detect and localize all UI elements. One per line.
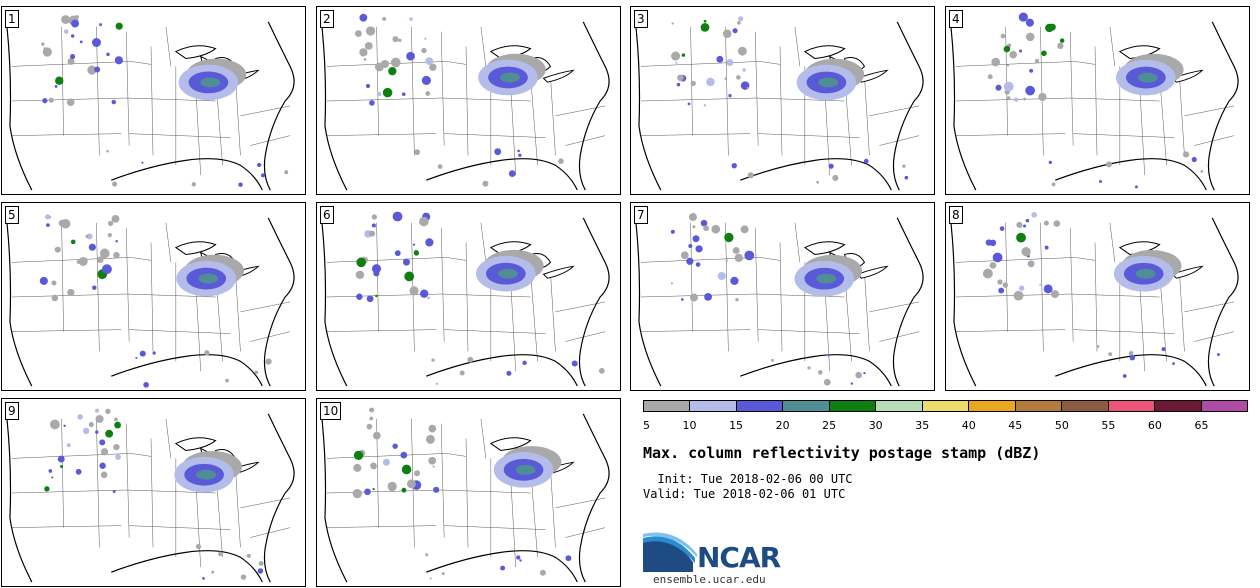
- colorbar-tick-label: 60: [1147, 419, 1162, 432]
- colorbar-segment: [922, 401, 970, 411]
- reflectivity-map: [950, 212, 1239, 387]
- member-panel: 10: [316, 398, 621, 587]
- member-label: 10: [320, 402, 342, 420]
- member-label: 7: [634, 206, 648, 224]
- reflectivity-map: [6, 408, 295, 583]
- member-panel: 6: [316, 202, 621, 391]
- reflectivity-map: [6, 214, 295, 388]
- member-label: 2: [320, 10, 334, 28]
- member-label: 6: [320, 206, 334, 224]
- ncar-logo-icon: [643, 532, 697, 572]
- reflectivity-map: [635, 16, 924, 191]
- member-label: 4: [949, 10, 963, 28]
- colorbar-segment: [783, 401, 830, 411]
- colorbar-tick-label: 30: [868, 419, 883, 432]
- member-label: 9: [5, 402, 19, 420]
- colorbar-tick-label: 40: [961, 419, 976, 432]
- reflectivity-map: [950, 12, 1239, 191]
- member-label: 5: [5, 206, 19, 224]
- member-panel: 7: [630, 202, 935, 391]
- colorbar-segment: [736, 401, 784, 411]
- page-title: Max. column reflectivity postage stamp (…: [643, 444, 1041, 462]
- init-time: Init: Tue 2018-02-06 00 UTC: [643, 472, 853, 486]
- colorbar-segment: [1108, 401, 1156, 411]
- site-url: ensemble.ucar.edu: [653, 573, 766, 586]
- colorbar-tick-label: 10: [682, 419, 697, 432]
- member-panel: 4: [945, 6, 1250, 195]
- colorbar-tick-label: 25: [822, 419, 837, 432]
- time-info: Init: Tue 2018-02-06 00 UTC Valid: Tue 2…: [643, 472, 853, 502]
- colorbar-segment: [1201, 401, 1248, 411]
- reflectivity-map: [6, 15, 295, 191]
- colorbar-segment: [690, 401, 737, 411]
- member-label: 1: [5, 10, 19, 28]
- colorbar-segment: [829, 401, 877, 411]
- colorbar-segment: [1015, 401, 1063, 411]
- ncar-wordmark: NCAR: [697, 541, 781, 574]
- reflectivity-map: [635, 213, 924, 387]
- colorbar-tick-label: 5: [643, 419, 650, 432]
- member-panel: 5: [1, 202, 306, 391]
- reflectivity-map: [321, 407, 610, 583]
- colorbar-segment: [969, 401, 1016, 411]
- colorbar-segment: [1155, 401, 1202, 411]
- colorbar-tick-label: 45: [1008, 419, 1023, 432]
- colorbar-tick-label: 35: [915, 419, 930, 432]
- colorbar-tick-label: 55: [1101, 419, 1116, 432]
- colorbar-segment: [876, 401, 923, 411]
- member-label: 3: [634, 10, 648, 28]
- member-panel: 2: [316, 6, 621, 195]
- colorbar-tick-label: 50: [1054, 419, 1069, 432]
- colorbar-segment: [1062, 401, 1109, 411]
- reflectivity-map: [321, 13, 610, 191]
- colorbar-tick-label: 20: [775, 419, 790, 432]
- valid-time: Valid: Tue 2018-02-06 01 UTC: [643, 487, 846, 501]
- colorbar-ticks: 5 10 15 20 25 30 35 40 45 50 55 60 65: [643, 415, 1248, 435]
- member-panel: 9: [1, 398, 306, 587]
- reflectivity-map: [321, 211, 610, 387]
- member-panel: 1: [1, 6, 306, 195]
- colorbar-tick-label: 65: [1194, 419, 1209, 432]
- colorbar: [643, 400, 1248, 412]
- colorbar-segment: [644, 401, 691, 411]
- member-panel: 3: [630, 6, 935, 195]
- member-panel: 8: [945, 202, 1250, 391]
- member-label: 8: [949, 206, 963, 224]
- colorbar-tick-label: 15: [729, 419, 744, 432]
